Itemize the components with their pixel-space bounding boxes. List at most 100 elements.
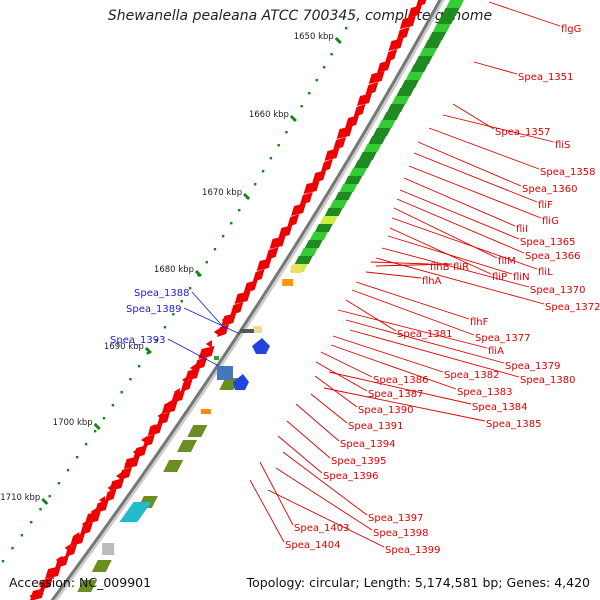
gene-label: Spea_1379 [505,361,560,372]
cds-block [400,80,419,88]
leader-line [351,289,475,336]
cds-block [414,56,433,64]
cds-block [102,543,115,555]
scale-label: 1670 kbp [202,188,242,198]
leader-line [391,217,538,270]
leader-line [428,127,540,170]
gene-arrow [194,357,208,370]
scale-label: 1660 kbp [249,110,289,120]
leader-line [314,375,358,408]
gene-label: flhA [422,276,442,287]
cds-block [363,144,382,152]
cds-block [77,580,98,592]
gene-arrow-small [38,580,45,588]
gene-arrow [385,49,398,62]
cds-block [314,224,333,232]
leader-line [282,451,368,516]
gene-label: flhB [430,262,450,273]
scale-dot [120,391,123,394]
gene-label: Spea_1396 [323,471,378,482]
gene-arrow-small [64,544,71,552]
scale-dot [352,14,355,17]
leader-line [249,479,285,543]
gene-arrow [324,148,340,161]
scale-dot [146,352,149,355]
gene-arrow [407,5,422,18]
scale-dot [129,378,132,381]
blue-feature [217,366,233,380]
gene-label: Spea_1395 [331,456,386,467]
gene-label: Spea_1372 [545,302,600,313]
blue-gene [252,338,270,354]
gene-label: fliG [542,216,559,227]
leader-line [337,309,488,349]
scale-dot [48,495,51,498]
gene-label: fliA [488,346,504,357]
leader-line [167,338,220,367]
cds-block [187,425,208,437]
gene-arrow [299,192,313,205]
leader-line [355,281,470,320]
scale-dot [269,157,273,160]
leader-line [191,291,227,331]
leader-line [315,361,368,392]
cds-block [423,40,442,48]
gene-arrow [320,159,333,172]
gene-arrow [368,71,385,84]
gene-label: Spea_1394 [340,439,395,450]
gene-arrow-small [205,340,212,348]
gene-arrow [377,60,392,73]
scale-dot [253,183,257,186]
backbone-shadow [52,0,445,600]
gene-label: Spea_1382 [444,370,499,381]
gene-label: Spea_1399 [385,545,440,556]
cds-block [419,48,438,56]
gene-arrow [365,82,379,95]
gene-arrow-small [181,376,188,384]
scale-dot [345,27,348,30]
scale-tick [242,192,251,201]
scale-tick [93,422,101,431]
scale-dot [137,365,141,368]
gene-label: flgG [561,24,581,35]
gene-arrow [119,467,133,480]
cds-block [446,0,464,8]
gene-label: Spea_1351 [518,72,573,83]
cds-block [353,160,372,168]
gene-label: Spea_1390 [358,405,413,416]
leader-line [393,207,498,259]
scale-dot [205,261,208,264]
cds-block [387,104,406,112]
scale-tick [334,36,342,45]
gene-label: Spea_1391 [348,421,403,432]
cds-block [324,208,343,216]
leader-line [387,235,513,275]
gene-arrow-small [73,532,80,540]
cds-block [282,279,294,286]
gene-label: fliP [492,272,507,283]
gene-label: fliF [538,200,553,211]
gene-arrow [55,555,70,568]
leader-line [403,177,516,227]
gene-arrow-small [81,520,88,528]
leader-line [345,299,397,332]
leader-line [442,114,555,143]
leader-line [323,387,486,422]
scale-dot [111,404,115,407]
gene-label: Spea_1386 [373,375,428,386]
gene-arrow-small [213,328,220,336]
gene-label: fliM [498,256,516,267]
scale-label: 1690 kbp [104,342,144,352]
gene-label: Spea_1370 [530,285,585,296]
scale-dot [84,443,88,446]
scale-tick [194,269,202,278]
scale-dot [20,534,24,537]
scale-label: 1710 kbp [0,493,40,503]
gene-arrow [256,258,272,271]
scale-dot [300,105,303,108]
gene-arrow-small [149,424,156,432]
cds-block [91,560,112,572]
leader-line [267,489,385,548]
leader-line [320,351,373,378]
